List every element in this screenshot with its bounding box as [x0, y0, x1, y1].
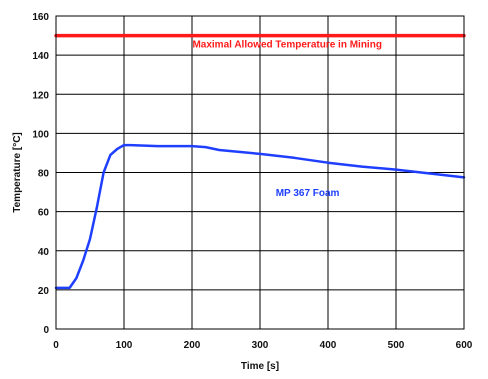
- max-temperature-annotation: Maximal Allowed Temperature in Mining: [192, 39, 381, 50]
- y-tick-label: 80: [38, 169, 50, 180]
- y-tick-label: 100: [32, 129, 49, 140]
- y-tick-label: 40: [38, 247, 50, 258]
- grid: [56, 16, 464, 329]
- tick-labels: 0 100 200 300 400 500 600 0 20 40 60 80 100 120 140 160: [32, 12, 472, 351]
- x-axis-label: Time [s]: [241, 361, 279, 372]
- y-tick-label: 140: [32, 51, 49, 62]
- y-tick-label: 160: [32, 12, 49, 23]
- y-tick-label: 120: [32, 90, 49, 101]
- y-axis-label: Temperature [°C]: [12, 132, 23, 213]
- x-tick-label: 100: [116, 340, 133, 351]
- annotations: Maximal Allowed Temperature in Mining MP …: [192, 39, 381, 199]
- y-tick-label: 60: [38, 208, 50, 219]
- x-tick-label: 400: [320, 340, 337, 351]
- x-tick-label: 0: [53, 340, 59, 351]
- x-tick-label: 200: [184, 340, 201, 351]
- y-tick-label: 0: [43, 325, 49, 336]
- y-tick-label: 20: [38, 286, 50, 297]
- x-tick-label: 500: [388, 340, 405, 351]
- foam-series-annotation: MP 367 Foam: [276, 188, 340, 199]
- x-tick-label: 600: [456, 340, 473, 351]
- x-tick-label: 300: [252, 340, 269, 351]
